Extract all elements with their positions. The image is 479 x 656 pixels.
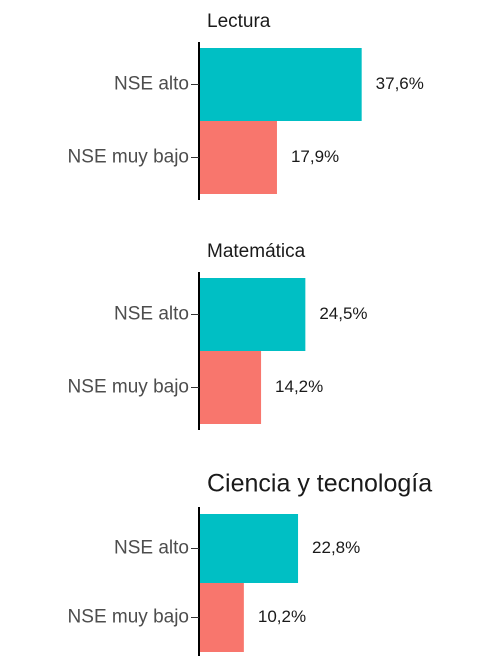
y-tick-label: NSE alto — [114, 538, 189, 559]
value-label: 24,5% — [319, 304, 367, 323]
bar — [200, 514, 299, 583]
y-tick-label: NSE muy bajo — [68, 377, 189, 398]
y-tick-label: NSE alto — [114, 74, 189, 95]
bar — [200, 351, 262, 424]
y-tick-label: NSE muy bajo — [68, 607, 189, 628]
value-label: 37,6% — [376, 74, 424, 93]
bar — [200, 121, 277, 194]
bar — [200, 583, 244, 652]
panel-title: Matemática — [207, 241, 306, 262]
bar — [200, 48, 362, 121]
y-tick-label: NSE alto — [114, 304, 189, 325]
value-label: 14,2% — [275, 377, 323, 396]
panel-title: Ciencia y tecnología — [207, 470, 432, 498]
bar — [200, 278, 306, 351]
value-label: 10,2% — [258, 607, 306, 626]
value-label: 17,9% — [291, 147, 339, 166]
panel-title: Lectura — [207, 11, 271, 32]
value-label: 22,8% — [312, 538, 360, 557]
y-tick-label: NSE muy bajo — [68, 147, 189, 168]
